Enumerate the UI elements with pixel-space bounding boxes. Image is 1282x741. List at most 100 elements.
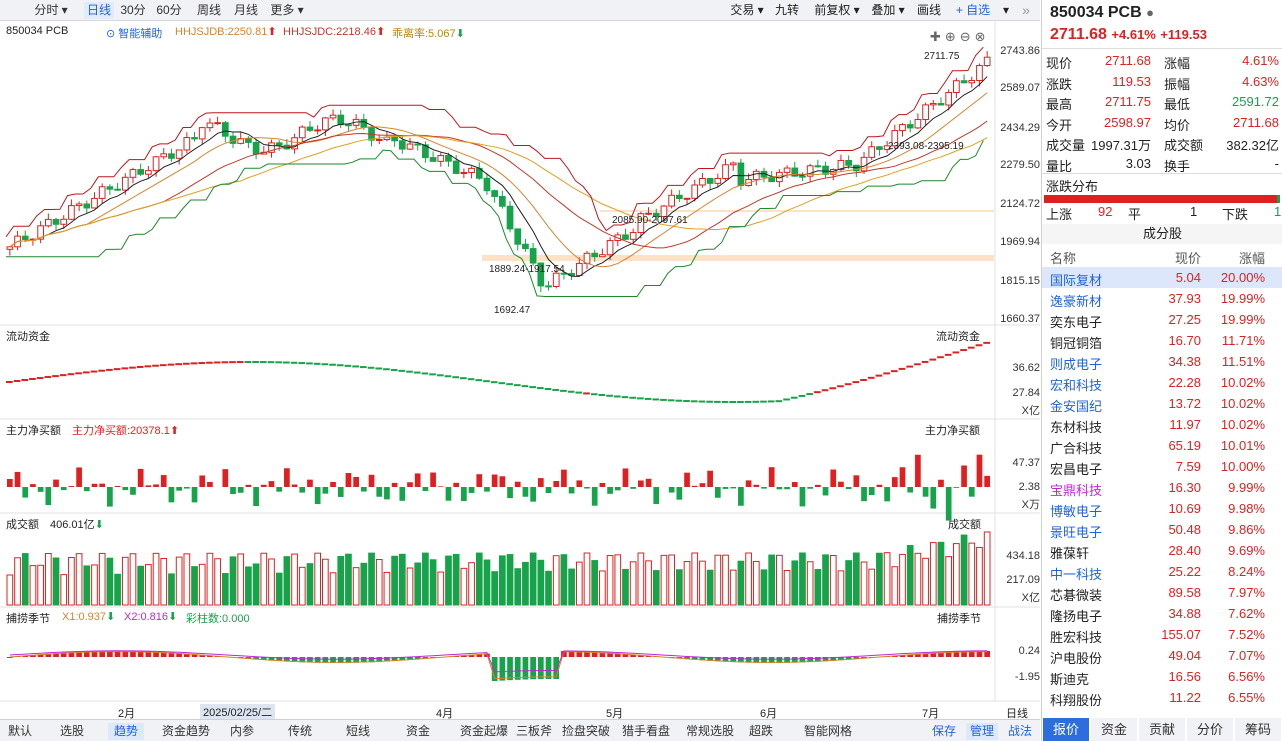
constituent-row[interactable]: 雅葆轩 28.40 9.69%: [1042, 540, 1282, 561]
constituent-row[interactable]: 国际复材 5.04 20.00%: [1042, 267, 1282, 288]
trade-menu[interactable]: 交易 ▾: [730, 3, 764, 17]
strategy-tab[interactable]: 选股: [59, 724, 84, 738]
quote-change: +119.53: [1160, 27, 1207, 42]
season-bar: [953, 651, 960, 657]
strategy-tab[interactable]: 资金趋势: [161, 724, 210, 738]
constituent-row[interactable]: 宏和科技 22.28 10.02%: [1042, 372, 1282, 393]
season-bar: [830, 657, 837, 661]
volume-bar: [306, 563, 314, 606]
flow-mark: [113, 368, 121, 371]
volume-bar: [852, 552, 860, 606]
constituent-row[interactable]: 胜宏科技 155.07 7.52%: [1042, 624, 1282, 645]
add-watchlist-button[interactable]: + 自选: [955, 3, 991, 17]
tab-60min[interactable]: 60分: [156, 3, 182, 17]
candle-body: [699, 178, 706, 186]
strategy-tab[interactable]: 常规选股: [685, 724, 734, 738]
panel-tab[interactable]: 筹码: [1235, 718, 1281, 741]
constituent-row[interactable]: 奕东电子 27.25 19.99%: [1042, 309, 1282, 330]
strategy-tab[interactable]: 智能网格: [803, 724, 852, 738]
panel-tab[interactable]: 贡献: [1139, 718, 1185, 741]
strategy-tab[interactable]: 传统: [287, 724, 312, 738]
strategy-tab[interactable]: 趋势: [108, 723, 144, 740]
net-buy-bar: [507, 487, 513, 499]
net-buy-bar: [230, 487, 236, 495]
season-bar: [207, 655, 213, 657]
constituent-row[interactable]: 金安国纪 13.72 10.02%: [1042, 393, 1282, 414]
panel-tab[interactable]: 报价: [1043, 718, 1089, 741]
candle-body: [206, 122, 214, 129]
nine-turn-button[interactable]: 九转: [774, 3, 799, 17]
header-change[interactable]: 涨幅: [1238, 251, 1265, 266]
tab-monthly[interactable]: 月线: [233, 3, 258, 17]
volume-bar: [529, 552, 537, 606]
season-bar: [368, 657, 375, 663]
tab-timeshare[interactable]: 分时 ▾: [34, 3, 68, 17]
volume-bar: [437, 571, 445, 606]
chart-toolbar: 分时 ▾ 日线 30分 60分 周线 月线 更多 ▾ 交易 ▾ 九转 前复权 ▾…: [0, 0, 1040, 21]
panel-tab[interactable]: 资金: [1091, 718, 1137, 741]
chart-area[interactable]: 850034 PCB ⊙ 智能辅助 HHJSJDB:2250.81⬆ HHJSJ…: [0, 21, 1040, 720]
constituent-row[interactable]: 沪电股份 49.04 7.07%: [1042, 645, 1282, 666]
tab-30min[interactable]: 30分: [120, 3, 146, 17]
constituent-row[interactable]: 宏昌电子 7.59 10.00%: [1042, 456, 1282, 477]
x-tick: 4月: [436, 708, 454, 720]
header-name[interactable]: 名称: [1050, 251, 1077, 266]
season-bar: [60, 652, 67, 657]
draw-button[interactable]: 画线: [916, 3, 941, 17]
constituent-row[interactable]: 宝鼎科技 16.30 9.99%: [1042, 477, 1282, 498]
pane-controls[interactable]: ✚⊕⊖⊗: [930, 29, 990, 44]
constituent-row[interactable]: 东材科技 11.97 10.02%: [1042, 414, 1282, 435]
strategy-tab[interactable]: 资金: [405, 724, 430, 738]
collapse-icon[interactable]: »: [1022, 2, 1030, 18]
assist-toggle[interactable]: ⊙ 智能辅助: [106, 28, 163, 40]
panel-tab[interactable]: 分价: [1187, 718, 1233, 741]
info-icon[interactable]: ●: [1146, 5, 1154, 20]
net-buy-bar: [822, 487, 829, 496]
tab-more[interactable]: 更多 ▾: [270, 3, 304, 17]
tab-weekly[interactable]: 周线: [196, 3, 221, 17]
chevron-down-icon[interactable]: ▾: [1002, 3, 1010, 17]
tab-daily[interactable]: 日线: [84, 2, 114, 19]
constituent-row[interactable]: 则成电子 34.38 11.51%: [1042, 351, 1282, 372]
constituent-row[interactable]: 景旺电子 50.48 9.86%: [1042, 519, 1282, 540]
net-buy-bar: [699, 483, 706, 487]
candle-body: [953, 80, 960, 93]
constituent-row[interactable]: 铜冠铜箔 16.70 11.71%: [1042, 330, 1282, 351]
net-buy-bar: [784, 487, 790, 490]
flow-mark: [321, 363, 329, 366]
constituent-row[interactable]: 科翔股份 11.22 6.55%: [1042, 687, 1282, 708]
price-tick: 2434.29: [1000, 122, 1040, 134]
constituent-row[interactable]: 芯碁微装 89.58 7.97%: [1042, 582, 1282, 603]
strategy-tab[interactable]: 资金起爆: [459, 724, 508, 738]
net-buy-bar: [207, 481, 213, 487]
strategy-action-button[interactable]: 管理: [966, 723, 998, 740]
constituent-row[interactable]: 博敏电子 10.69 9.98%: [1042, 498, 1282, 519]
candle-body: [329, 114, 337, 119]
strategy-tab[interactable]: 超跌: [748, 724, 773, 738]
strategy-tab[interactable]: 猎手看盘: [621, 724, 670, 738]
strategy-tab[interactable]: 短线: [345, 724, 370, 738]
net-buy-bar: [14, 471, 21, 487]
strategy-action-button[interactable]: 保存: [931, 724, 956, 738]
net-buy-bar: [776, 487, 783, 490]
strategy-tab[interactable]: 捡盘突破: [561, 724, 610, 738]
flow-mark: [159, 364, 167, 367]
constituent-row[interactable]: 逸豪新材 37.93 19.99%: [1042, 288, 1282, 309]
overlay-menu[interactable]: 叠加 ▾: [871, 3, 905, 17]
header-price[interactable]: 现价: [1174, 251, 1201, 266]
strategy-tab[interactable]: 三板斧: [515, 724, 552, 738]
candle-body: [591, 252, 599, 258]
strategy-tab[interactable]: 默认: [7, 724, 32, 738]
flow-mark: [67, 373, 75, 376]
strategy-tab[interactable]: 内参: [229, 724, 254, 738]
constituent-row[interactable]: 斯迪克 16.56 6.56%: [1042, 666, 1282, 687]
net-buy-bar: [722, 487, 729, 489]
season-bar: [507, 657, 513, 681]
strategy-action-button[interactable]: 战法: [1007, 724, 1032, 738]
net-buy-bar: [284, 468, 290, 487]
constituent-row[interactable]: 隆扬电子 34.88 7.62%: [1042, 603, 1282, 624]
chart-canvas[interactable]: [0, 21, 1040, 719]
constituent-row[interactable]: 中一科技 25.22 8.24%: [1042, 561, 1282, 582]
constituent-row[interactable]: 广合科技 65.19 10.01%: [1042, 435, 1282, 456]
adjust-menu[interactable]: 前复权 ▾: [814, 3, 860, 17]
